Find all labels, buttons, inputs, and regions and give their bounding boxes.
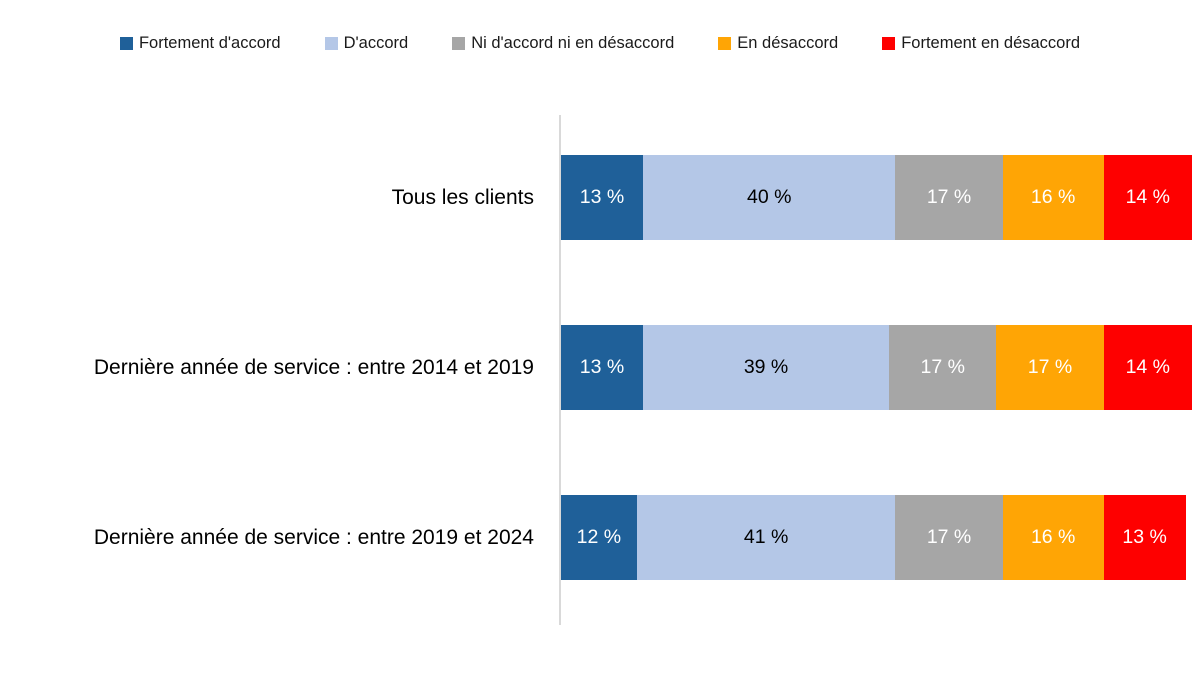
value-label: 13 % — [1122, 526, 1167, 548]
category-label: Dernière année de service : entre 2019 e… — [93, 525, 534, 549]
legend-label: D'accord — [343, 34, 409, 52]
bar-segment: 13 % — [561, 325, 644, 410]
stacked-bar: 13 % 39 % 17 % 17 % 14 % — [561, 325, 1192, 410]
bar-segment: 12 % — [561, 495, 637, 580]
bar-segment: 16 % — [1002, 495, 1104, 580]
bar-segment: 40 % — [643, 155, 896, 240]
bar-segment: 17 % — [889, 325, 997, 410]
category-label: Dernière année de service : entre 2014 e… — [93, 355, 534, 379]
value-label: 41 % — [743, 526, 789, 548]
bar-segment: 14 % — [1103, 155, 1192, 240]
stacked-bar: 13 % 40 % 17 % 16 % 14 % — [561, 155, 1192, 240]
y-axis-line — [559, 115, 561, 625]
value-label: 13 % — [579, 186, 625, 208]
value-label: 17 % — [920, 356, 965, 378]
legend-swatch-icon — [882, 37, 896, 50]
legend-item: D'accord — [324, 34, 409, 53]
value-label: 13 % — [579, 356, 625, 378]
bar-segment: 39 % — [643, 325, 890, 410]
value-label: 39 % — [743, 356, 789, 378]
bar-segment: 41 % — [636, 495, 896, 580]
value-label: 12 % — [576, 526, 622, 548]
bar-segment: 16 % — [1002, 155, 1104, 240]
bar-segment: 14 % — [1103, 325, 1192, 410]
value-label: 17 % — [1027, 356, 1073, 378]
value-label: 14 % — [1125, 356, 1171, 378]
legend-label: Ni d'accord ni en désaccord — [471, 34, 675, 52]
stacked-bar: 12 % 41 % 17 % 16 % 13 % — [561, 495, 1192, 580]
category-label: Tous les clients — [391, 185, 534, 209]
legend-swatch-icon — [324, 37, 338, 50]
value-label: 16 % — [1030, 186, 1076, 208]
legend-label: En désaccord — [737, 34, 839, 52]
bar-row: Dernière année de service : entre 2019 e… — [0, 495, 1200, 580]
legend-swatch-icon — [452, 37, 466, 50]
value-label: 17 % — [926, 526, 972, 548]
bar-segment: 17 % — [895, 155, 1003, 240]
legend-label: Fortement en désaccord — [901, 34, 1081, 52]
value-label: 14 % — [1125, 186, 1171, 208]
value-label: 40 % — [746, 186, 792, 208]
bar-segment: 13 % — [561, 155, 644, 240]
bar-row: Dernière année de service : entre 2014 e… — [0, 325, 1200, 410]
legend-label: Fortement d'accord — [138, 34, 281, 52]
legend-item: Fortement en désaccord — [882, 34, 1080, 53]
legend-item: En désaccord — [718, 34, 838, 53]
value-label: 17 % — [926, 186, 972, 208]
legend-item: Ni d'accord ni en désaccord — [452, 34, 674, 53]
bar-row: Tous les clients 13 % 40 % 17 % 16 % 14 % — [0, 155, 1200, 240]
legend-swatch-icon — [119, 37, 133, 50]
bar-segment: 17 % — [895, 495, 1003, 580]
chart-legend: Fortement d'accord D'accord Ni d'accord ni… — [0, 34, 1200, 53]
legend-item: Fortement d'accord — [119, 34, 281, 53]
bar-segment: 13 % — [1103, 495, 1186, 580]
bar-segment: 17 % — [996, 325, 1104, 410]
value-label: 16 % — [1030, 526, 1076, 548]
legend-swatch-icon — [718, 37, 732, 50]
